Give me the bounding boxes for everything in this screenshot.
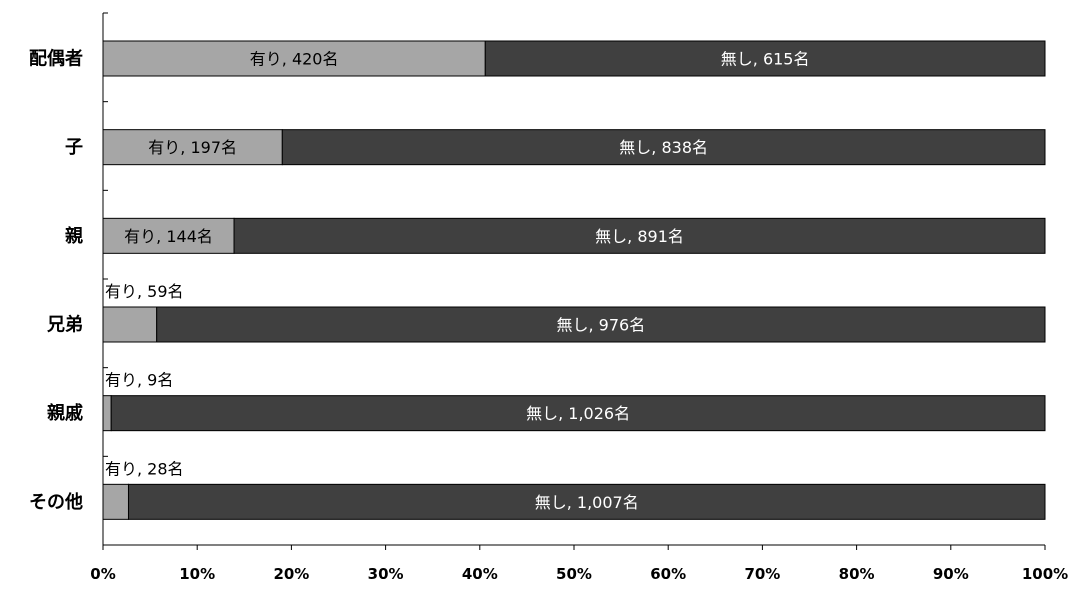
x-tick-label: 100%	[1022, 565, 1068, 583]
x-tick-label: 10%	[179, 565, 215, 583]
category-label: 兄弟	[46, 314, 83, 336]
x-tick-label: 90%	[933, 565, 969, 583]
bar-segment-no	[484, 40, 1046, 77]
data-label-yes: 有り, 9名	[105, 371, 173, 390]
bars-layer	[102, 40, 1046, 520]
x-tick-label: 50%	[556, 565, 592, 583]
data-label-no: 無し, 976名	[556, 316, 645, 335]
category-label: 親	[65, 225, 83, 247]
bar-segment-yes	[102, 395, 112, 432]
bar-segment-yes	[102, 306, 158, 343]
bar-segment-no	[233, 217, 1046, 254]
x-tick-label: 0%	[90, 565, 115, 583]
x-tick-label: 30%	[368, 565, 404, 583]
data-label-yes: 有り, 420名	[250, 50, 339, 69]
bar-segment-yes	[102, 217, 235, 254]
data-label-yes: 有り, 59名	[105, 282, 184, 301]
x-tick-label: 80%	[839, 565, 875, 583]
bar-segment-yes	[102, 40, 486, 77]
data-label-no: 無し, 615名	[721, 50, 810, 69]
x-tick-label: 40%	[462, 565, 498, 583]
data-label-yes: 有り, 197名	[148, 138, 237, 157]
bar-segment-no	[127, 483, 1046, 520]
bar-segment-no	[110, 395, 1046, 432]
x-tick-label: 70%	[744, 565, 780, 583]
category-label: 子	[65, 137, 83, 158]
x-tick-label: 20%	[273, 565, 309, 583]
data-label-no: 無し, 891名	[595, 227, 684, 246]
bar-segment-no	[156, 306, 1046, 343]
data-label-yes: 有り, 144名	[124, 227, 213, 246]
bar-segment-yes	[102, 483, 129, 520]
data-label-no: 無し, 1,007名	[535, 493, 639, 512]
x-tick-label: 60%	[650, 565, 686, 583]
bar-segment-no	[281, 129, 1046, 166]
category-label: 親戚	[47, 402, 83, 424]
category-label: 配偶者	[29, 48, 83, 70]
category-label: その他	[29, 491, 83, 513]
data-label-yes: 有り, 28名	[105, 459, 184, 478]
axis-layer: 0% 10% 20% 30% 40% 50% 60% 70% 80% 90% 100%	[90, 12, 1068, 583]
data-label-no: 無し, 1,026名	[526, 404, 630, 423]
data-label-no: 無し, 838名	[619, 138, 708, 157]
